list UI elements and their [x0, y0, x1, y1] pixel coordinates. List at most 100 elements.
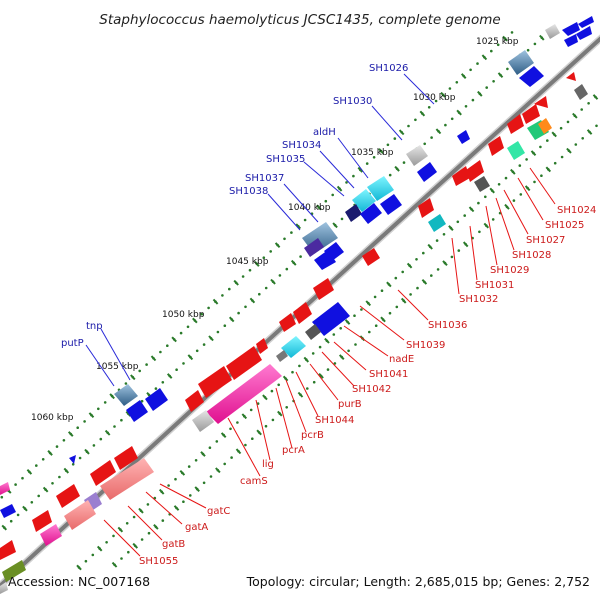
gene-arrow[interactable] [324, 242, 344, 261]
gene-label[interactable]: SH1037 [245, 173, 284, 184]
gene-label[interactable]: SH1039 [406, 340, 445, 351]
track-dot [373, 295, 377, 299]
gene-arrow[interactable] [545, 24, 560, 39]
gene-label[interactable]: SH1055 [139, 556, 178, 567]
gene-arrow[interactable] [362, 248, 380, 266]
gene-arrow[interactable] [69, 455, 76, 464]
gene-arrow[interactable] [566, 72, 576, 81]
gene-arrow[interactable] [534, 96, 548, 108]
gene-arrow[interactable] [2, 560, 26, 582]
gene-arrow[interactable] [508, 50, 534, 75]
track-dot [182, 500, 185, 504]
gene-arrow[interactable] [281, 336, 306, 358]
gene-arrow[interactable] [312, 302, 350, 336]
gene-arrow[interactable] [64, 500, 96, 530]
gene-arrow[interactable] [0, 504, 16, 518]
gene-label[interactable]: SH1025 [545, 220, 584, 231]
gene-arrow[interactable] [114, 384, 138, 406]
gene-label[interactable]: camS [240, 476, 268, 487]
gene-label[interactable]: SH1044 [315, 415, 354, 426]
gene-arrow[interactable] [380, 194, 402, 215]
gene-label[interactable]: SH1034 [282, 140, 321, 151]
gene-label[interactable]: tnp [86, 321, 103, 332]
gene-arrow[interactable] [198, 366, 232, 398]
gene-arrow[interactable] [578, 16, 594, 28]
tick-label: 1060 kbp [31, 413, 74, 423]
gene-arrow[interactable] [360, 203, 382, 224]
gene-arrow[interactable] [428, 214, 446, 232]
gene-arrow[interactable] [114, 446, 138, 470]
gene-arrow[interactable] [206, 364, 282, 424]
gene-arrow[interactable] [406, 145, 428, 166]
gene-arrow[interactable] [418, 198, 434, 218]
gene-label[interactable]: gatB [162, 539, 185, 550]
gene-arrow[interactable] [293, 302, 312, 324]
gene-arrow[interactable] [474, 176, 490, 192]
track-dot [484, 195, 487, 199]
gene-arrow[interactable] [345, 204, 362, 222]
gene-label[interactable]: lig [262, 459, 274, 470]
gene-arrow[interactable] [279, 313, 296, 332]
gene-label[interactable]: SH1030 [333, 96, 372, 107]
gene-arrow[interactable] [226, 346, 262, 380]
gene-arrow[interactable] [126, 400, 148, 422]
gene-arrow[interactable] [56, 484, 80, 508]
gene-arrow[interactable] [276, 350, 288, 362]
gene-arrow[interactable] [185, 390, 204, 412]
gene-arrow[interactable] [256, 338, 268, 354]
gene-label[interactable]: pcrB [301, 430, 324, 441]
gene-arrow[interactable] [519, 66, 544, 87]
gene-arrow[interactable] [32, 510, 52, 532]
gene-arrow[interactable] [0, 540, 16, 560]
gene-arrow[interactable] [367, 176, 394, 201]
scale-tick [158, 488, 165, 495]
gene-arrow[interactable] [457, 130, 470, 144]
gene-label[interactable]: SH1024 [557, 205, 596, 216]
track-dot [166, 344, 169, 348]
gene-label[interactable]: SH1027 [526, 235, 565, 246]
gene-label[interactable]: SH1041 [369, 369, 408, 380]
gene-arrow[interactable] [90, 460, 116, 486]
gene-label[interactable]: nadE [389, 354, 414, 365]
gene-arrow[interactable] [488, 136, 504, 156]
scale-tick [88, 412, 95, 418]
gene-label[interactable]: aldH [313, 127, 336, 138]
gene-arrow[interactable] [305, 324, 321, 340]
gene-arrow[interactable] [100, 458, 154, 500]
gene-arrow[interactable] [145, 388, 168, 411]
gene-label[interactable]: SH1035 [266, 154, 305, 165]
gene-arrow[interactable] [507, 141, 525, 160]
gene-arrow[interactable] [313, 278, 334, 300]
gene-label[interactable]: pcrA [282, 445, 305, 456]
gene-label[interactable]: SH1036 [428, 320, 467, 331]
gene-label[interactable]: SH1042 [352, 384, 391, 395]
gene-label[interactable]: SH1031 [475, 280, 514, 291]
gene-label[interactable]: gatC [207, 506, 230, 517]
gene-arrow[interactable] [417, 162, 437, 182]
gene-label[interactable]: SH1028 [512, 250, 551, 261]
gene-arrow[interactable] [564, 34, 578, 47]
gene-arrow[interactable] [304, 238, 324, 257]
gene-arrow[interactable] [538, 118, 552, 134]
gene-label[interactable]: SH1038 [229, 186, 268, 197]
gene-arrow[interactable] [466, 160, 484, 182]
gene-arrow[interactable] [192, 410, 214, 432]
track-dot [167, 484, 170, 487]
gene-arrow[interactable] [352, 189, 376, 212]
gene-arrow[interactable] [574, 84, 588, 100]
gene-arrow[interactable] [522, 104, 540, 124]
gene-label[interactable]: putP [61, 338, 84, 349]
gene-arrow[interactable] [0, 582, 8, 594]
gene-arrow[interactable] [0, 482, 10, 495]
gene-label[interactable]: SH1032 [459, 294, 498, 305]
track-dot [394, 276, 398, 280]
gene-label[interactable]: purB [338, 399, 362, 410]
gene-label[interactable]: gatA [185, 522, 208, 533]
gene-arrow[interactable] [40, 524, 62, 546]
gene-label[interactable]: SH1029 [490, 265, 529, 276]
gene-label[interactable]: SH1026 [369, 63, 408, 74]
gene-arrow[interactable] [576, 26, 592, 40]
gene-arrow[interactable] [562, 22, 580, 36]
gene-arrow[interactable] [507, 114, 524, 134]
gene-arrow[interactable] [452, 166, 470, 186]
